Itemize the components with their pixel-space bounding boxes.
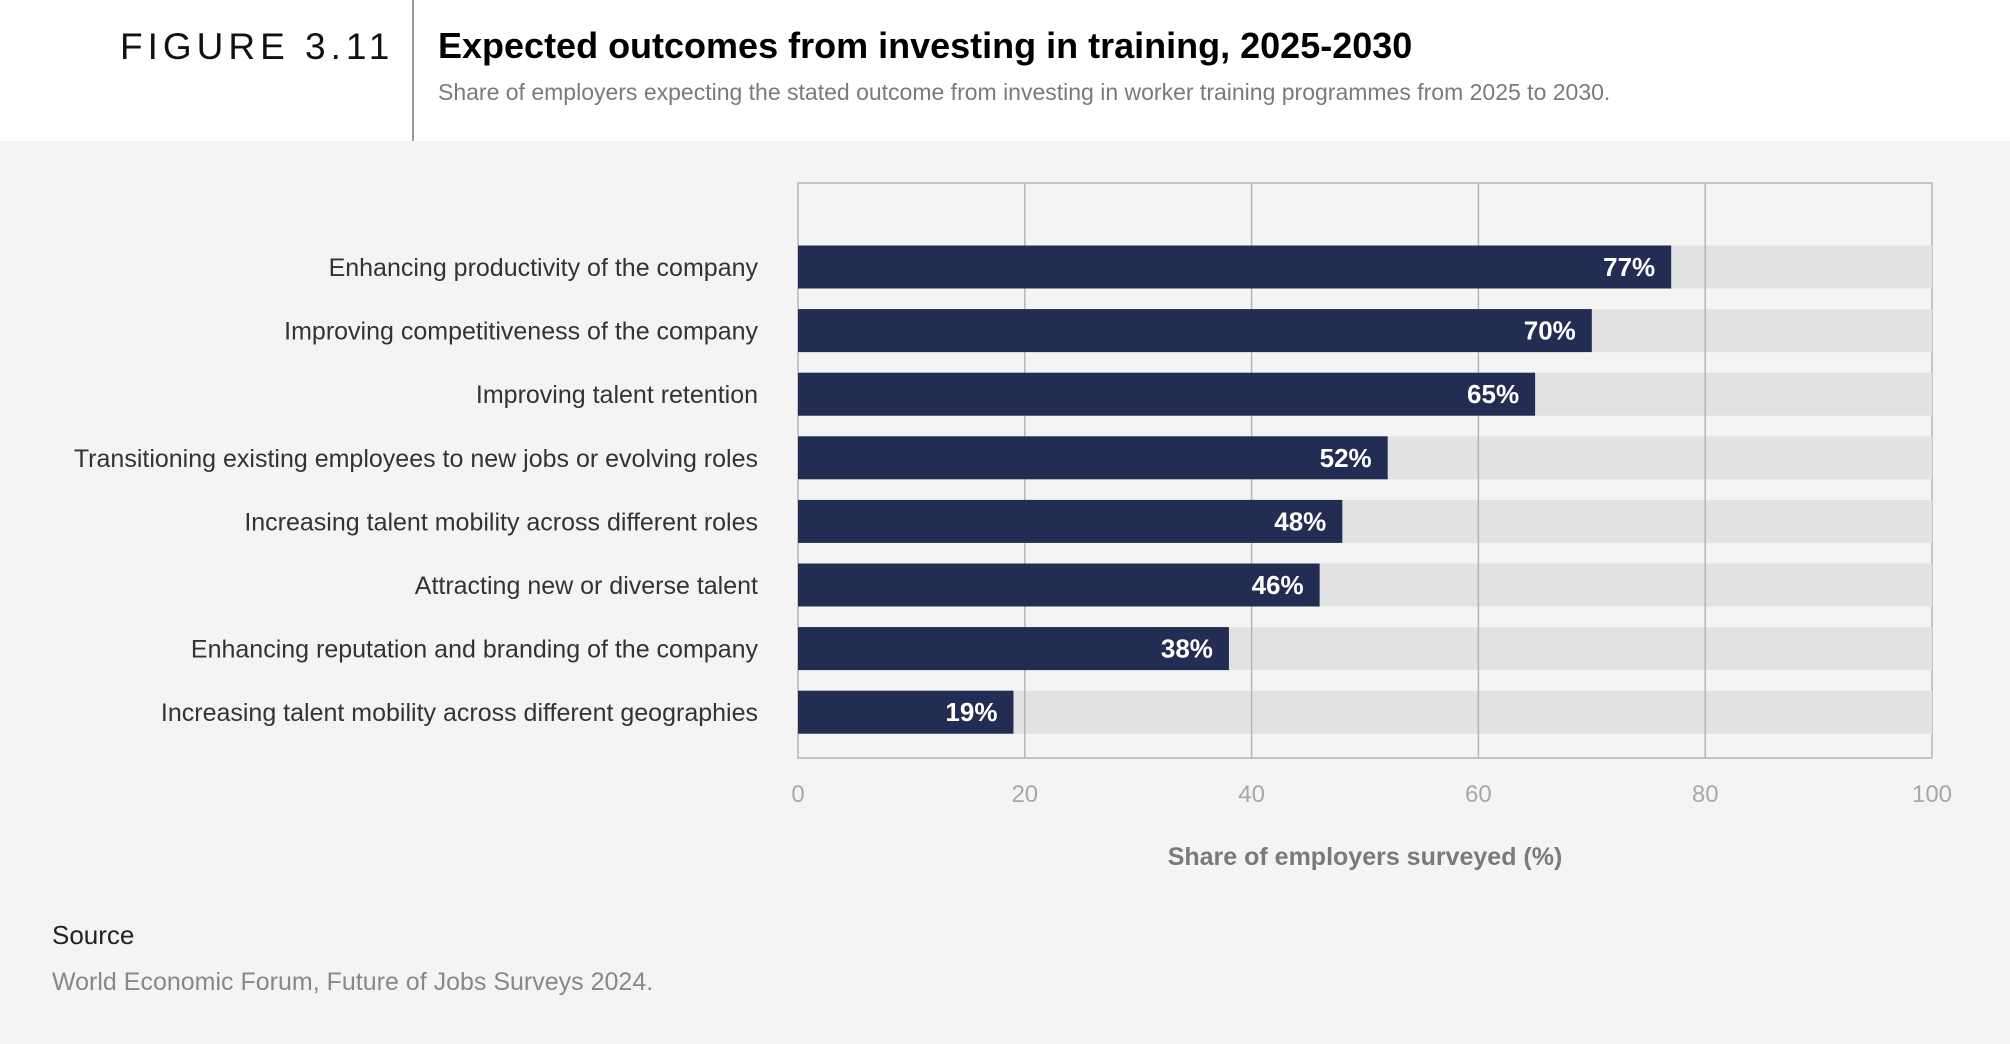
bar bbox=[798, 436, 1388, 480]
x-tick-label: 20 bbox=[1011, 781, 1038, 808]
bar bbox=[798, 690, 1014, 734]
x-axis-label: Share of employers surveyed (%) bbox=[1168, 843, 1563, 871]
bar bbox=[798, 627, 1229, 671]
x-tick-label: 60 bbox=[1465, 781, 1492, 808]
data-label: 46% bbox=[1252, 570, 1304, 600]
data-label: 65% bbox=[1467, 379, 1519, 409]
category-label: Improving competitiveness of the company bbox=[284, 318, 758, 346]
data-label: 38% bbox=[1161, 634, 1213, 664]
data-label: 52% bbox=[1320, 443, 1372, 473]
bar bbox=[798, 245, 1672, 289]
category-label: Increasing talent mobility across differ… bbox=[161, 699, 758, 727]
x-tick-label: 0 bbox=[791, 781, 804, 808]
figure-number: FIGURE 3.11 bbox=[120, 26, 395, 67]
bar bbox=[798, 499, 1343, 543]
data-label: 70% bbox=[1524, 316, 1576, 346]
category-label: Attracting new or diverse talent bbox=[415, 572, 758, 600]
bar bbox=[798, 372, 1536, 416]
chart-subtitle: Share of employers expecting the stated … bbox=[438, 79, 1611, 105]
bar bbox=[798, 563, 1320, 607]
figure-header: FIGURE 3.11 Expected outcomes from inves… bbox=[0, 0, 2010, 141]
category-label: Increasing talent mobility across differ… bbox=[244, 508, 758, 536]
data-label: 77% bbox=[1603, 252, 1655, 282]
data-label: 19% bbox=[945, 697, 997, 727]
x-tick-label: 80 bbox=[1692, 781, 1719, 808]
header-divider bbox=[412, 0, 414, 141]
chart-title: Expected outcomes from investing in trai… bbox=[438, 25, 1413, 66]
source-label: Source bbox=[52, 920, 135, 950]
bar bbox=[798, 309, 1592, 353]
x-tick-label: 40 bbox=[1238, 781, 1265, 808]
x-tick-label: 100 bbox=[1912, 781, 1952, 808]
category-label: Enhancing reputation and branding of the… bbox=[191, 636, 759, 664]
category-label: Improving talent retention bbox=[476, 381, 758, 409]
category-label: Enhancing productivity of the company bbox=[329, 254, 759, 282]
bar-chart: 77% Enhancing productivity of the company… bbox=[74, 182, 1952, 871]
category-label: Transitioning existing employees to new … bbox=[74, 445, 758, 473]
data-label: 48% bbox=[1274, 506, 1326, 536]
source-text: World Economic Forum, Future of Jobs Sur… bbox=[52, 968, 654, 996]
